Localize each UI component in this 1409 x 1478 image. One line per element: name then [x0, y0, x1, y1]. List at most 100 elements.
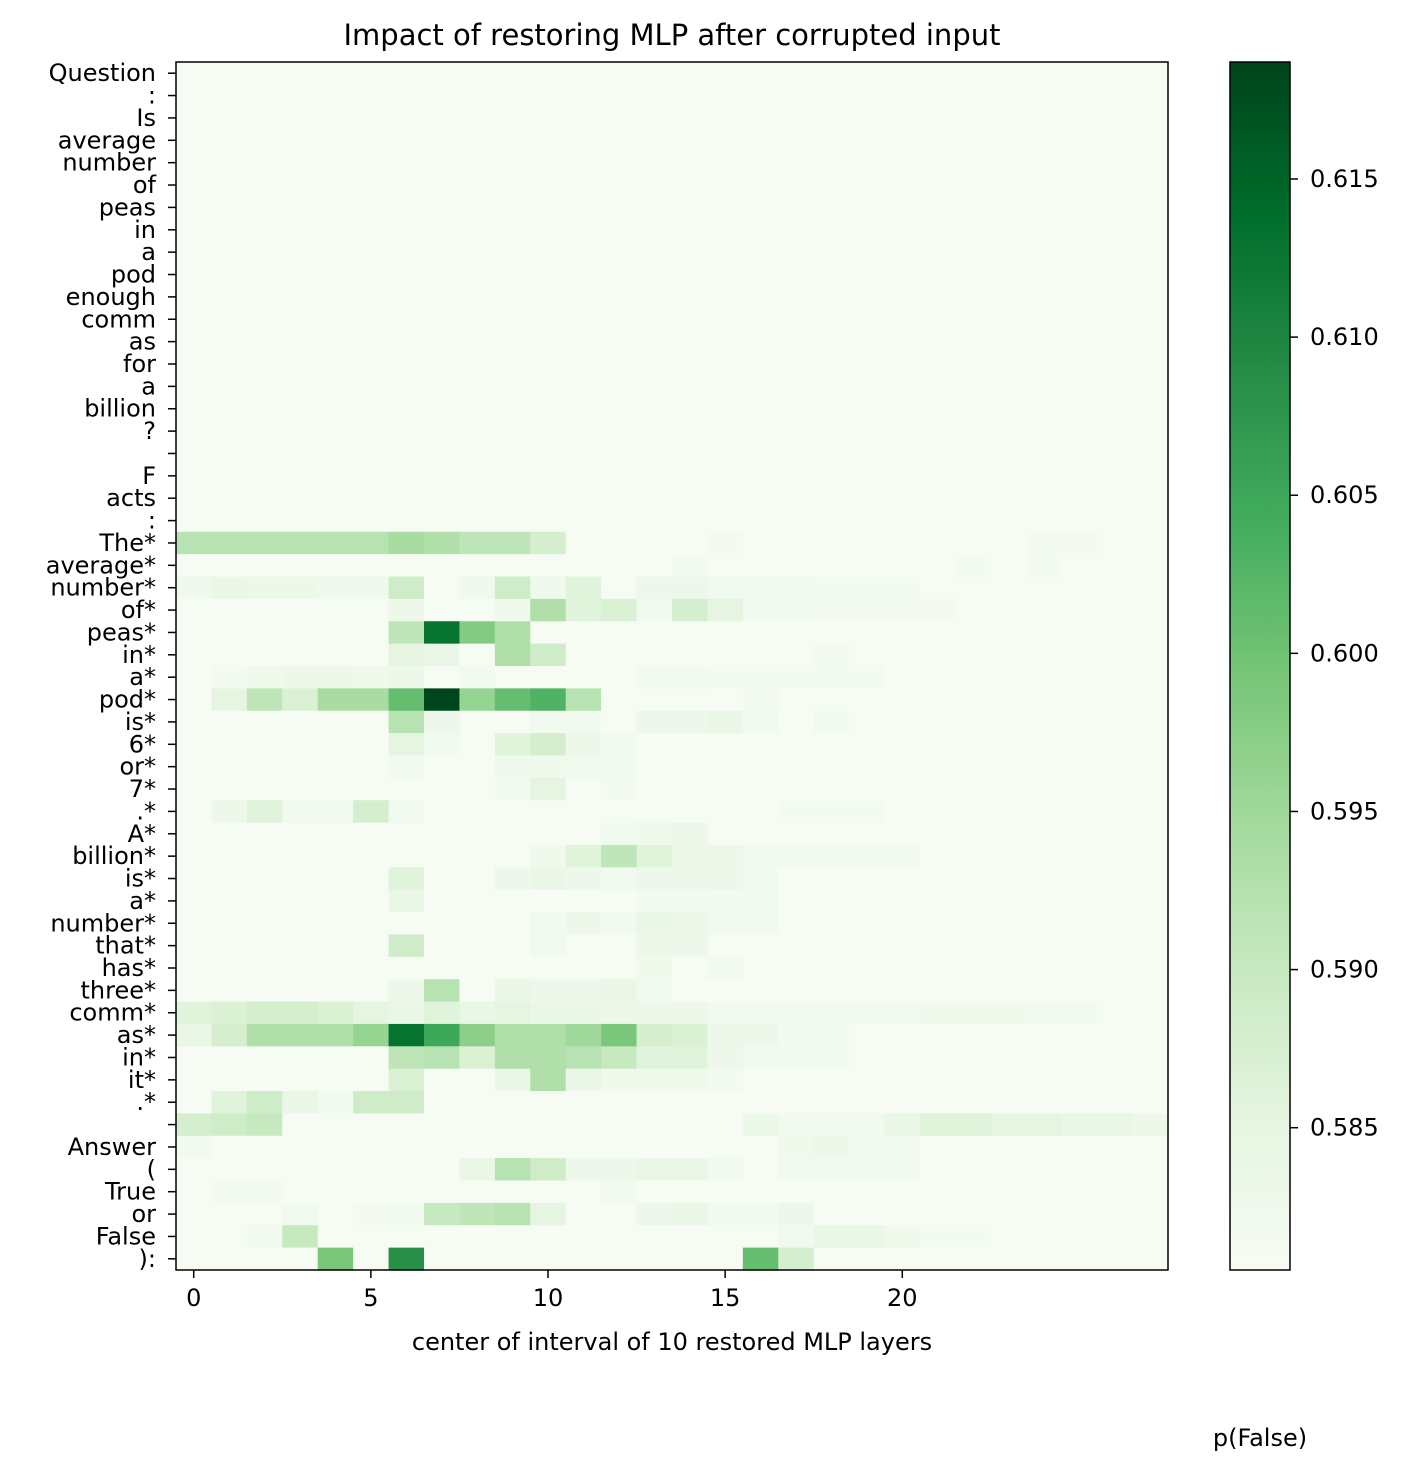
- heatmap-cell: [955, 263, 992, 287]
- heatmap-cell: [920, 1001, 957, 1025]
- heatmap-cell: [920, 1135, 957, 1159]
- heatmap-cell: [1026, 934, 1063, 958]
- heatmap-cell: [211, 442, 248, 466]
- heatmap-cell: [884, 352, 921, 376]
- heatmap-cell: [601, 844, 638, 868]
- heatmap-cell: [317, 442, 354, 466]
- heatmap-cell: [707, 755, 744, 779]
- heatmap-cell: [424, 1046, 461, 1070]
- y-tick-label: peas*: [87, 618, 156, 646]
- heatmap-cell: [849, 1113, 886, 1137]
- heatmap-cell: [459, 464, 496, 488]
- heatmap-cell: [176, 867, 213, 891]
- heatmap-cell: [920, 263, 957, 287]
- heatmap-cell: [1061, 308, 1098, 332]
- heatmap-cell: [424, 84, 461, 108]
- heatmap-cell: [282, 263, 319, 287]
- heatmap-cell: [565, 979, 602, 1003]
- heatmap-cell: [1132, 576, 1169, 600]
- heatmap-cell: [778, 554, 815, 578]
- heatmap-cell: [884, 1180, 921, 1204]
- heatmap-cell: [530, 263, 567, 287]
- heatmap-cell: [246, 1180, 283, 1204]
- heatmap-cell: [672, 240, 709, 264]
- heatmap-cell: [353, 800, 390, 824]
- y-tick-label: in: [134, 216, 156, 244]
- x-tick-labels: 0 5 10 15 20: [186, 1270, 918, 1312]
- heatmap-cell: [778, 598, 815, 622]
- heatmap-cell: [1132, 979, 1169, 1003]
- heatmap-cell: [813, 1225, 850, 1249]
- heatmap-cell: [317, 800, 354, 824]
- heatmap-cell: [246, 912, 283, 936]
- heatmap-cell: [813, 755, 850, 779]
- heatmap-cell: [778, 1225, 815, 1249]
- heatmap-cell: [778, 755, 815, 779]
- heatmap-cell: [1061, 442, 1098, 466]
- colorbar: [1229, 61, 1291, 1271]
- heatmap-cell: [707, 554, 744, 578]
- heatmap-cell: [353, 62, 390, 85]
- heatmap-cell: [459, 1091, 496, 1115]
- heatmap-cell: [211, 710, 248, 734]
- heatmap-cell: [636, 755, 673, 779]
- heatmap-cell: [353, 912, 390, 936]
- heatmap-cell: [1061, 621, 1098, 645]
- heatmap-cell: [530, 1225, 567, 1249]
- heatmap-cell: [742, 1046, 779, 1070]
- heatmap-cell: [990, 84, 1027, 108]
- heatmap-cell: [459, 688, 496, 712]
- plot-frame: [175, 61, 1169, 1271]
- heatmap-cell: [636, 1068, 673, 1092]
- heatmap-cell: [1061, 576, 1098, 600]
- heatmap-cell: [813, 800, 850, 824]
- heatmap-cell: [494, 1091, 531, 1115]
- heatmap-cell: [778, 934, 815, 958]
- heatmap-cell: [1132, 263, 1169, 287]
- heatmap-cell: [672, 867, 709, 891]
- heatmap-cell: [565, 822, 602, 846]
- heatmap-cell: [211, 352, 248, 376]
- heatmap-cell: [884, 598, 921, 622]
- heatmap-cell: [813, 308, 850, 332]
- heatmap-cell: [211, 666, 248, 689]
- heatmap-cell: [778, 576, 815, 600]
- heatmap-cell: [778, 733, 815, 757]
- heatmap-cell: [990, 285, 1027, 309]
- heatmap-cell: [424, 1068, 461, 1092]
- heatmap-cell: [849, 1068, 886, 1092]
- heatmap-cell: [707, 643, 744, 667]
- heatmap-cell: [707, 621, 744, 645]
- heatmap-cell: [246, 352, 283, 376]
- heatmap-cell: [884, 956, 921, 980]
- heatmap-cell: [1061, 822, 1098, 846]
- heatmap-cell: [955, 576, 992, 600]
- heatmap-cell: [778, 1023, 815, 1047]
- heatmap-cell: [884, 1135, 921, 1159]
- heatmap-cell: [1026, 889, 1063, 913]
- heatmap-cell: [1132, 710, 1169, 734]
- heatmap-cell: [211, 129, 248, 153]
- heatmap-cell: [424, 666, 461, 689]
- heatmap-cell: [246, 800, 283, 824]
- heatmap-cell: [990, 1113, 1027, 1137]
- heatmap-cell: [317, 375, 354, 399]
- heatmap-cell: [530, 1158, 567, 1182]
- heatmap-cell: [424, 979, 461, 1003]
- heatmap-cell: [601, 1091, 638, 1115]
- heatmap-cell: [1097, 1046, 1134, 1070]
- heatmap-cell: [565, 196, 602, 220]
- heatmap-cell: [459, 844, 496, 868]
- heatmap-cell: [990, 710, 1027, 734]
- heatmap-cell: [778, 800, 815, 824]
- heatmap-cell: [849, 777, 886, 801]
- heatmap-cell: [353, 1023, 390, 1047]
- heatmap-cell: [920, 1180, 957, 1204]
- heatmap-cell: [353, 1091, 390, 1115]
- heatmap-cell: [884, 666, 921, 689]
- heatmap-cell: [530, 1135, 567, 1159]
- heatmap-cell: [176, 531, 213, 555]
- heatmap-cell: [849, 956, 886, 980]
- heatmap-cell: [388, 710, 425, 734]
